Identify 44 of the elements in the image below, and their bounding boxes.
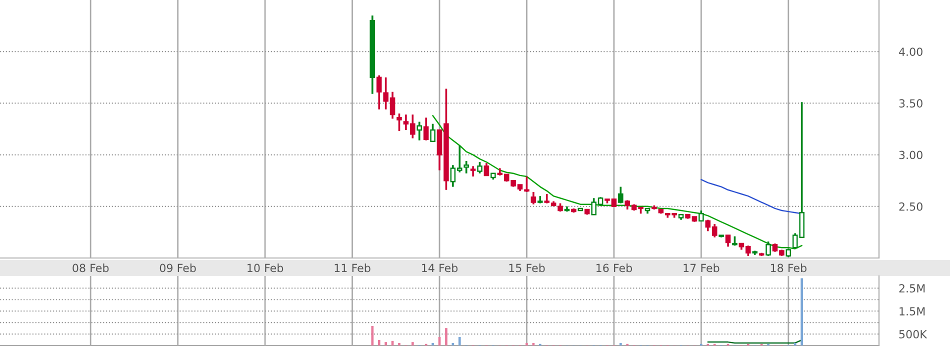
candlestick [725, 234, 731, 248]
bar [384, 342, 387, 346]
bar [411, 342, 414, 346]
candlestick [698, 210, 704, 222]
bar [526, 342, 528, 346]
candlestick [396, 112, 402, 132]
bar [371, 326, 374, 346]
bar [800, 278, 804, 346]
y-tick-label: 500K [899, 330, 928, 338]
bar [794, 342, 796, 346]
candlestick [484, 162, 490, 176]
bar [445, 328, 448, 346]
y-tick-label: 4.00 [898, 48, 922, 56]
x-tick-label: 15 Feb [509, 264, 545, 272]
x-tick-label: 16 Feb [596, 264, 632, 272]
y-tick-label: 3.50 [899, 99, 922, 108]
bar [619, 342, 622, 346]
candlestick [477, 161, 482, 174]
bar [378, 340, 380, 346]
bar [432, 342, 434, 346]
x-tick-label: 08 Feb [72, 264, 109, 272]
x-tick-label: 17 Feb [684, 264, 720, 272]
candlestick [423, 116, 429, 142]
candlestick [430, 122, 436, 142]
bar [452, 342, 454, 346]
candlestick [530, 191, 536, 206]
candlestick [416, 120, 422, 142]
y-tick-label: 1.5M [900, 307, 925, 316]
bar [398, 342, 400, 346]
bar [458, 337, 461, 346]
candlestick [376, 74, 382, 110]
x-tick-label: 10 Feb [248, 264, 284, 272]
y-tick-label: 3.00 [899, 150, 922, 160]
candlestick [766, 240, 771, 257]
candlestick [618, 186, 624, 204]
x-tick-label: 11 Feb [334, 264, 370, 272]
candlestick [732, 235, 738, 247]
x-tick-label: 18 Feb [770, 264, 806, 272]
y-tick-label: 2.50 [899, 202, 922, 211]
candlestick [470, 165, 476, 178]
y-tick-label: 2.5M [899, 284, 925, 293]
candlestick [524, 176, 530, 193]
x-tick-label: 09 Feb [160, 264, 196, 272]
x-tick-label: 14 Feb [422, 264, 458, 272]
